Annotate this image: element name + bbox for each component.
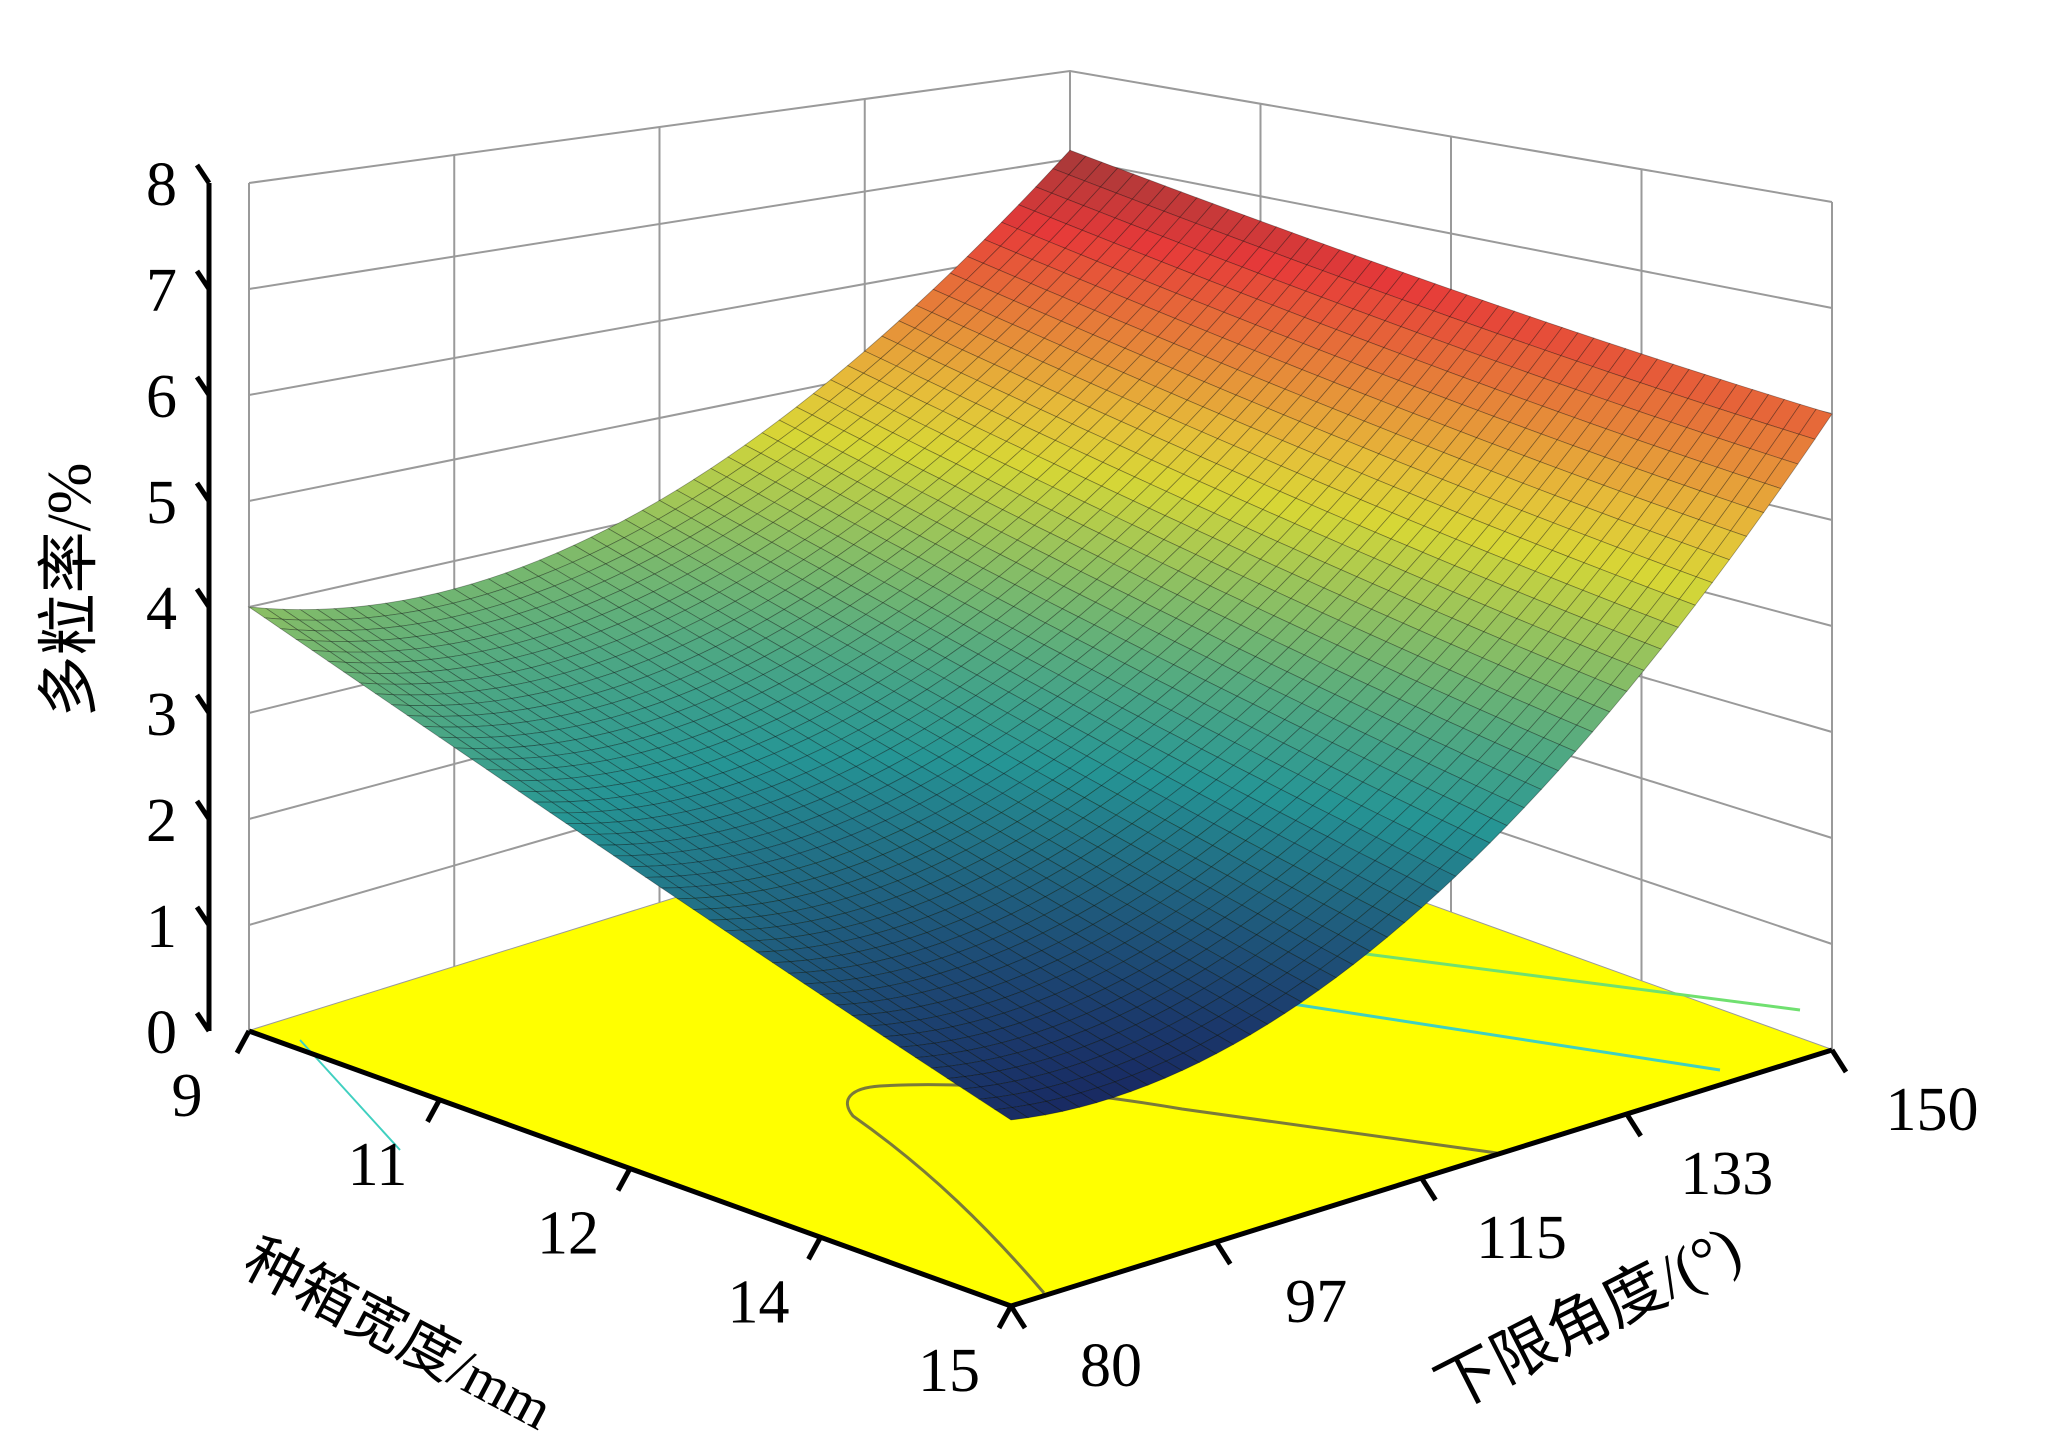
- z-tick-label: 8: [146, 151, 177, 219]
- x-tick: [615, 1167, 633, 1192]
- y-tick-label: 133: [1680, 1140, 1773, 1208]
- surface-patch: [1319, 955, 1354, 979]
- z-tick: [194, 375, 212, 397]
- surface-patch: [1302, 968, 1337, 991]
- z-tick-label: 5: [146, 469, 177, 537]
- surface-patch: [1250, 1004, 1286, 1025]
- x-tick-label: 12: [537, 1200, 599, 1268]
- z-tick-label: 1: [146, 893, 177, 961]
- z-tick-label: 7: [146, 257, 177, 325]
- y-tick-label: 80: [1080, 1332, 1142, 1400]
- surface-patch: [1268, 992, 1303, 1014]
- surface-patch: [1627, 642, 1662, 671]
- surface-patch: [1747, 482, 1782, 514]
- z-tick: [194, 693, 212, 715]
- z-tick: [194, 269, 212, 291]
- z-tick-label: 3: [146, 681, 177, 749]
- surface-patch: [1370, 914, 1406, 938]
- x-tick-label: 15: [918, 1337, 980, 1405]
- surface-patch: [1456, 834, 1491, 861]
- floor-contour: [299, 1039, 401, 1151]
- surface-patch: [1661, 598, 1696, 628]
- surface-patch: [1781, 433, 1816, 465]
- surface-patch: [1336, 942, 1371, 966]
- x-tick-label: 9: [172, 1062, 203, 1130]
- z-tick: [194, 481, 212, 503]
- surface-patch: [1096, 1081, 1132, 1098]
- surface-patch: [1764, 458, 1799, 490]
- surface-patch: [1233, 1014, 1269, 1036]
- z-axis-title: 多粒率/%: [36, 463, 104, 718]
- z-tick: [194, 905, 212, 927]
- y-tick-label: 115: [1476, 1204, 1567, 1272]
- surface-patch: [1439, 851, 1474, 877]
- x-tick-label: 11: [348, 1131, 408, 1199]
- surface-patch: [1576, 704, 1611, 733]
- x-axis-title: 种箱宽度/mm: [234, 1226, 563, 1442]
- z-tick-label: 0: [146, 999, 177, 1067]
- surface-patch: [1422, 868, 1457, 893]
- response-surface: [247, 149, 1833, 1121]
- x-tick: [806, 1236, 823, 1261]
- x-tick: [234, 1029, 252, 1055]
- y-tick: [1214, 1240, 1233, 1266]
- x-tick: [996, 1304, 1014, 1330]
- z-tick: [194, 587, 212, 609]
- surface-patch: [1729, 506, 1765, 537]
- surface-patch: [993, 1107, 1030, 1121]
- z-tick-label: 6: [146, 363, 177, 431]
- z-tick: [194, 163, 212, 185]
- surface-patch: [1353, 928, 1389, 952]
- surface-patch: [1285, 981, 1320, 1003]
- surface-patch: [1216, 1025, 1252, 1045]
- z-tick-label: 2: [146, 787, 177, 855]
- surface-patch: [1028, 1100, 1064, 1116]
- z-tick-label: 4: [146, 575, 177, 643]
- surface-patch: [1131, 1068, 1166, 1086]
- y-tick: [1829, 1048, 1849, 1074]
- surface-patch: [1079, 1087, 1115, 1104]
- x-tick: [425, 1098, 442, 1123]
- y-tick: [1008, 1304, 1028, 1330]
- surface-patch: [1011, 1104, 1047, 1119]
- surface-patch: [1541, 744, 1577, 772]
- axes: [194, 163, 1849, 1330]
- y-tick-label: 97: [1285, 1268, 1347, 1336]
- y-tick: [1419, 1176, 1438, 1202]
- surface-patch: [1199, 1034, 1235, 1055]
- surface-patch: [1045, 1096, 1081, 1112]
- x-tick-label: 14: [728, 1268, 790, 1336]
- surface-patch: [1524, 763, 1560, 790]
- z-tick: [194, 799, 212, 821]
- surface-patch: [1113, 1075, 1149, 1093]
- surface-patch: [1387, 899, 1423, 924]
- y-tick: [1624, 1112, 1643, 1138]
- y-tick-label: 150: [1886, 1076, 1979, 1144]
- surface-patch: [1507, 781, 1542, 809]
- surface-patch: [1678, 576, 1713, 606]
- z-tick: [194, 1011, 212, 1033]
- y-axis-title: 下限角度/(°): [1425, 1213, 1751, 1424]
- surface-patch: [1798, 408, 1833, 440]
